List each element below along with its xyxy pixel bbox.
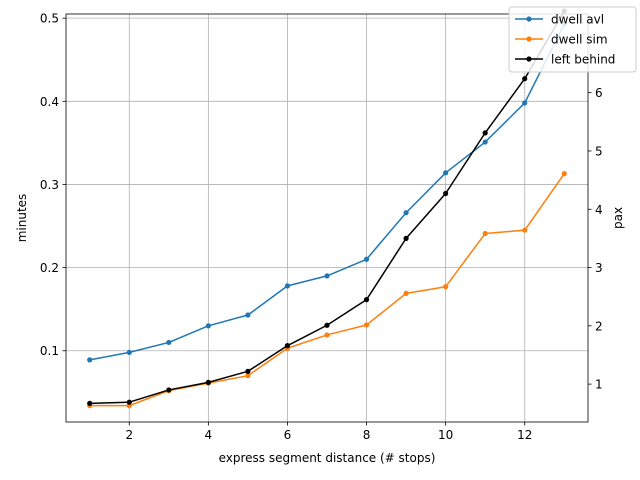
legend-label: dwell avl bbox=[551, 13, 604, 27]
series-left-behind bbox=[87, 8, 567, 406]
data-point bbox=[443, 170, 449, 176]
data-point bbox=[126, 399, 132, 405]
x-tick-label: 6 bbox=[284, 428, 292, 442]
data-point bbox=[443, 284, 449, 290]
legend-label: left behind bbox=[551, 53, 615, 67]
series-dwell-avl bbox=[87, 21, 567, 363]
legend-item: left behind bbox=[515, 53, 615, 67]
data-point bbox=[324, 273, 330, 279]
data-point bbox=[205, 379, 211, 385]
x-tick-label: 10 bbox=[438, 428, 453, 442]
data-point bbox=[403, 235, 409, 241]
x-tick-label: 4 bbox=[205, 428, 213, 442]
data-point bbox=[482, 130, 488, 136]
data-point bbox=[245, 373, 251, 379]
series-lines bbox=[87, 8, 567, 409]
data-point bbox=[87, 400, 93, 406]
legend-marker bbox=[526, 36, 532, 42]
data-point bbox=[284, 283, 291, 289]
legend-frame bbox=[508, 6, 637, 73]
data-point bbox=[166, 387, 172, 393]
data-point bbox=[403, 210, 409, 216]
data-point bbox=[245, 368, 251, 374]
y-tick-label-left: 0.1 bbox=[40, 344, 59, 358]
y-axis-label-left: minutes bbox=[15, 194, 29, 243]
data-point bbox=[87, 357, 93, 363]
y-tick-label-right: 1 bbox=[595, 378, 603, 392]
data-point bbox=[363, 256, 370, 262]
data-point bbox=[443, 190, 449, 197]
data-point bbox=[324, 332, 330, 338]
y-tick-label-right: 2 bbox=[595, 319, 603, 333]
data-point bbox=[522, 100, 528, 106]
y-tick-label-right: 6 bbox=[595, 86, 603, 100]
data-point bbox=[245, 312, 251, 318]
data-point bbox=[324, 322, 330, 328]
data-point bbox=[363, 322, 370, 328]
data-point bbox=[482, 230, 488, 237]
legend: dwell avl dwell sim left behind bbox=[508, 6, 637, 73]
data-point bbox=[166, 339, 172, 346]
x-tick-label: 12 bbox=[517, 428, 532, 442]
data-point bbox=[363, 297, 370, 303]
legend-item: dwell avl bbox=[515, 13, 604, 27]
x-axis-label: express segment distance (# stops) bbox=[219, 451, 436, 465]
plot-frame bbox=[65, 13, 589, 423]
data-point bbox=[205, 323, 211, 329]
grid-lines bbox=[66, 14, 588, 422]
series-dwell-sim bbox=[87, 171, 567, 409]
y-tick-label-left: 0.4 bbox=[40, 95, 59, 109]
legend-marker bbox=[526, 16, 532, 22]
y-tick-label-right: 4 bbox=[595, 203, 603, 217]
data-point bbox=[482, 139, 488, 145]
data-point bbox=[561, 171, 567, 177]
x-tick-label: 2 bbox=[125, 428, 133, 442]
data-point bbox=[403, 290, 409, 296]
data-point bbox=[126, 349, 132, 356]
y-tick-label-left: 0.5 bbox=[40, 12, 59, 26]
y-tick-label-right: 5 bbox=[595, 144, 603, 158]
legend-item: dwell sim bbox=[515, 33, 608, 47]
y-tick-label-left: 0.3 bbox=[40, 178, 59, 192]
y-tick-label-left: 0.2 bbox=[40, 261, 59, 275]
y-axis-label-right: pax bbox=[611, 207, 625, 229]
data-point bbox=[522, 227, 528, 233]
series-line bbox=[89, 23, 565, 361]
legend-marker bbox=[526, 56, 532, 62]
data-point bbox=[522, 76, 528, 82]
x-tick-label: 8 bbox=[363, 428, 371, 442]
series-line bbox=[89, 173, 565, 407]
data-point bbox=[284, 343, 291, 349]
y-tick-label-right: 3 bbox=[595, 261, 603, 275]
legend-label: dwell sim bbox=[551, 33, 608, 47]
